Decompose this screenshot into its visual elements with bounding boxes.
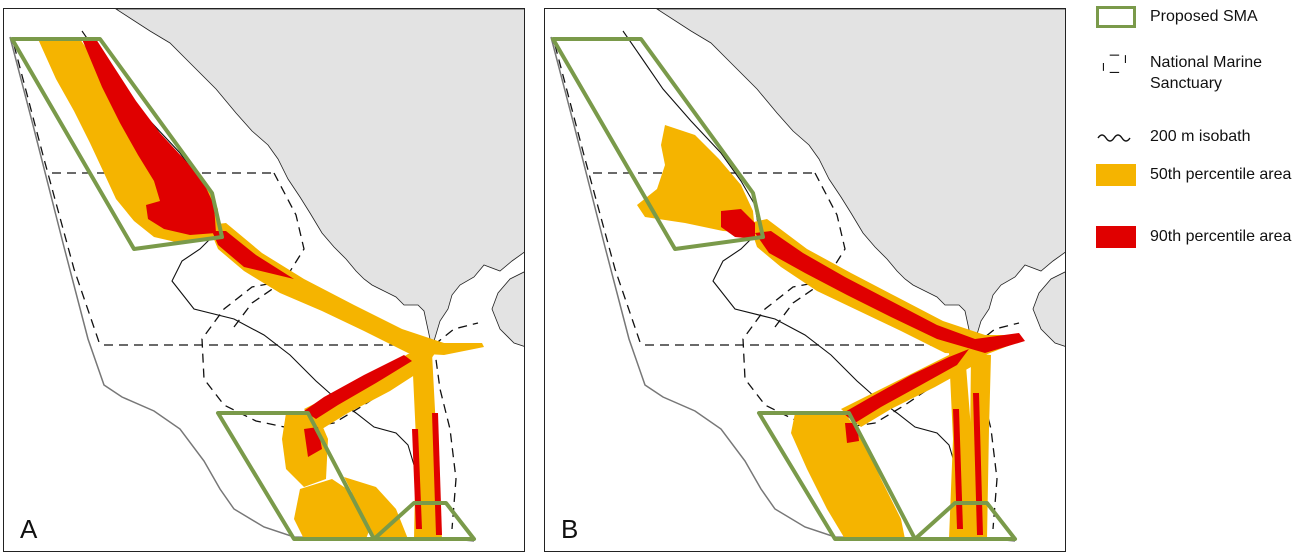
- legend-label: 90th percentile area: [1150, 228, 1292, 245]
- isobath-wave-icon: [1097, 134, 1131, 142]
- percentile-90-area: [721, 209, 1025, 535]
- p90-swatch: [1096, 226, 1136, 248]
- isobath-200m: [81, 30, 425, 510]
- legend-label: Proposed SMA: [1150, 8, 1258, 25]
- legend-label: 50th percentile area: [1150, 166, 1292, 183]
- panel-label-a: A: [20, 514, 38, 544]
- percentile-90-area: [82, 39, 442, 535]
- map-panel-b: B: [544, 8, 1066, 552]
- land: [115, 9, 524, 342]
- map-b-canvas: [550, 9, 1065, 542]
- panel-label-b: B: [561, 514, 579, 544]
- p50-swatch: [1096, 164, 1136, 186]
- proposed-sma-outlines: [551, 37, 1017, 541]
- land: [656, 9, 1065, 342]
- legend-label: National Marine Sanctuary: [1150, 54, 1263, 92]
- map-panel-a: A: [3, 8, 525, 552]
- dashed-boundary-icon: [1102, 54, 1126, 73]
- legend-item-p50: 50th percentile area: [1096, 164, 1300, 186]
- legend-item-sanctuary: National Marine Sanctuary: [1096, 52, 1300, 94]
- map-a-canvas: [9, 9, 524, 542]
- legend-item-isobath: 200 m isobath: [1096, 126, 1300, 148]
- legend-item-sma: Proposed SMA: [1096, 6, 1300, 28]
- legend-label: 200 m isobath: [1150, 128, 1251, 145]
- land-east: [1032, 271, 1065, 347]
- isobath-200m: [622, 30, 966, 510]
- land-east: [491, 271, 524, 347]
- sma-outline-swatch: [1096, 6, 1136, 28]
- legend-item-p90: 90th percentile area: [1096, 226, 1300, 248]
- proposed-sma-outlines: [10, 37, 476, 541]
